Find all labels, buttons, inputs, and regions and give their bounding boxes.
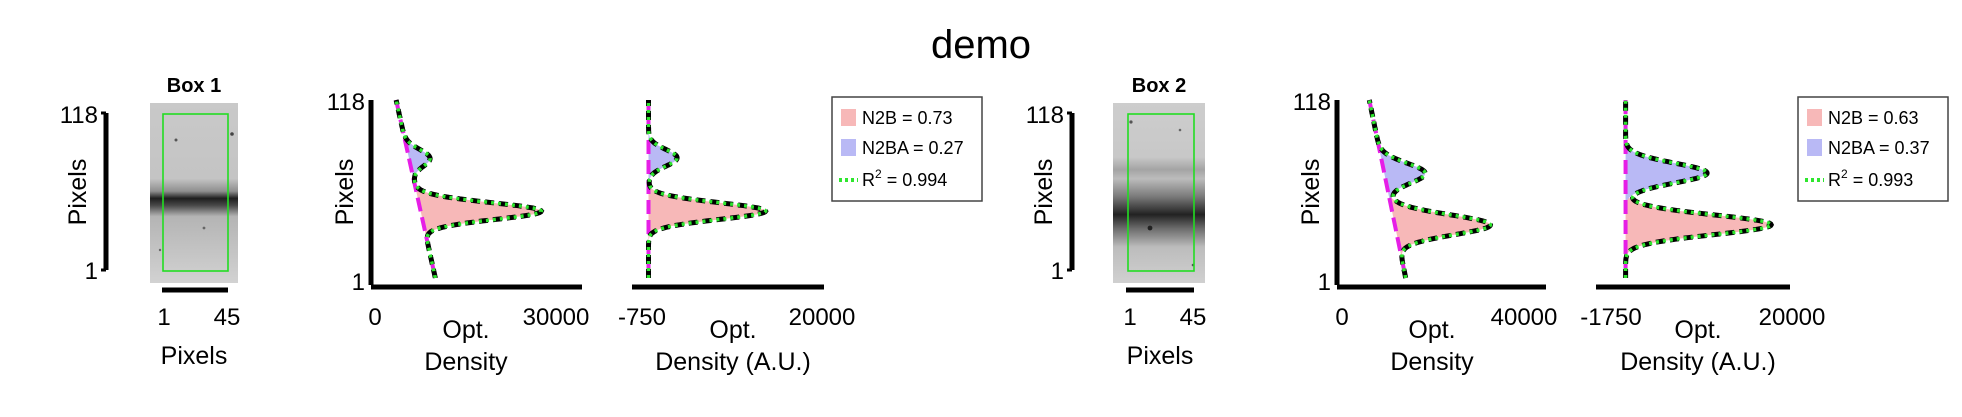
box-title: Box 2 xyxy=(1132,75,1186,97)
gel-image-panel: Box 2 118 1 Pixels 1 45 Pixels xyxy=(1026,75,1207,370)
y-tick: 1 xyxy=(85,258,98,285)
x-tick: -750 xyxy=(618,304,666,331)
y-tick: 118 xyxy=(1026,102,1064,129)
n2b-area xyxy=(648,100,766,278)
x-axis-label-line2: Density xyxy=(1390,348,1474,376)
y-axis-label: Pixels xyxy=(1030,159,1058,226)
n2ba-area xyxy=(1625,100,1708,278)
panel-box-2: Box 2 118 1 Pixels 1 45 Pixels 118 1 Pix… xyxy=(1026,75,1949,376)
legend: N2B = 0.73 N2BA = 0.27 R2 = 0.994 xyxy=(831,96,983,202)
legend-box xyxy=(831,96,983,202)
roi-rectangle xyxy=(162,113,229,272)
data-curve xyxy=(1623,100,1775,278)
x-tick: 40000 xyxy=(1491,304,1558,331)
x-axis-label-line2: Density (A.U.) xyxy=(655,348,811,376)
figure-title: demo xyxy=(931,23,1031,67)
x-tick: 1 xyxy=(157,304,170,331)
x-tick: 30000 xyxy=(523,304,590,331)
x-tick: -1750 xyxy=(1580,304,1641,331)
fit-curve xyxy=(1623,100,1774,278)
roi-rectangle xyxy=(1127,113,1195,272)
fit-curve xyxy=(646,100,768,278)
y-axis-label: Pixels xyxy=(1297,159,1325,226)
x-tick: 45 xyxy=(1180,304,1207,331)
legend-entry-n2ba: N2BA = 0.37 xyxy=(1828,138,1930,158)
x-tick: 20000 xyxy=(789,304,856,331)
profile-plot: 118 1 Pixels 0 30000 Opt. Density xyxy=(327,89,590,376)
legend-entry-r2: R2 = 0.994 xyxy=(862,167,947,190)
legend-entry-n2ba: N2BA = 0.27 xyxy=(862,138,964,158)
legend-entry-n2b: N2B = 0.63 xyxy=(1828,108,1919,128)
legend-entry-n2b: N2B = 0.73 xyxy=(862,108,953,128)
x-axis-label-line1: Opt. xyxy=(1674,316,1721,344)
gel-image xyxy=(150,103,238,283)
y-tick: 1 xyxy=(352,269,365,296)
x-axis-label-line2: Density (A.U.) xyxy=(1620,348,1776,376)
x-axis-label-line1: Opt. xyxy=(442,316,489,344)
legend-box xyxy=(1797,96,1949,202)
y-tick: 1 xyxy=(1051,258,1064,285)
x-axis-label-line1: Opt. xyxy=(1408,316,1455,344)
fit-plot: -750 20000 Opt. Density (A.U.) xyxy=(618,100,855,376)
y-axis-label: Pixels xyxy=(64,159,92,226)
y-tick: 1 xyxy=(1318,269,1331,296)
x-axis-label-line1: Opt. xyxy=(709,316,756,344)
legend-swatch-n2ba xyxy=(841,139,856,156)
fit-curve xyxy=(1367,99,1493,279)
x-tick: 45 xyxy=(214,304,241,331)
fit-plot: -1750 20000 Opt. Density (A.U.) xyxy=(1580,100,1825,376)
y-tick: 118 xyxy=(60,102,98,129)
x-tick: 1 xyxy=(1123,304,1136,331)
x-axis-label: Pixels xyxy=(1127,342,1194,370)
legend-swatch-n2b xyxy=(1807,109,1822,126)
y-tick: 118 xyxy=(1293,89,1331,116)
legend: N2B = 0.63 N2BA = 0.37 R2 = 0.993 xyxy=(1797,96,1949,202)
data-curve xyxy=(646,100,769,278)
legend-swatch-n2b xyxy=(841,109,856,126)
x-tick: 20000 xyxy=(1759,304,1826,331)
x-tick: 0 xyxy=(368,304,381,331)
y-axis-label: Pixels xyxy=(331,159,359,226)
legend-entry-r2: R2 = 0.993 xyxy=(1828,167,1913,190)
panel-box-1: Box 1 118 1 Pixels 1 45 Pixels 118 1 Pix… xyxy=(60,75,983,376)
gel-image xyxy=(1113,103,1205,283)
legend-swatch-n2ba xyxy=(1807,139,1822,156)
y-tick: 118 xyxy=(327,89,365,116)
profile-plot: 118 1 Pixels 0 40000 Opt. Density xyxy=(1293,89,1558,376)
x-tick: 0 xyxy=(1335,304,1348,331)
n2ba-area xyxy=(648,100,678,278)
fit-curve xyxy=(394,99,544,279)
x-axis-label: Pixels xyxy=(161,342,228,370)
box-title: Box 1 xyxy=(167,75,221,97)
x-axis-label-line2: Density xyxy=(424,348,508,376)
gel-image-panel: Box 1 118 1 Pixels 1 45 Pixels xyxy=(60,75,241,370)
n2b-area xyxy=(1625,100,1772,278)
